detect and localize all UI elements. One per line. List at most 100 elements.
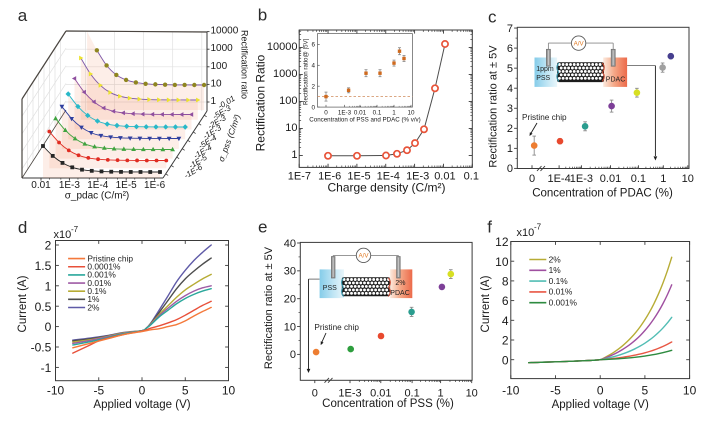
- svg-text:0.01: 0.01: [434, 171, 455, 183]
- svg-text:10: 10: [682, 173, 694, 185]
- svg-text:1E-4: 1E-4: [87, 180, 109, 191]
- svg-text:6: 6: [311, 42, 315, 49]
- svg-text:Concentration of PSS and PDAC: Concentration of PSS and PDAC (% v/v): [309, 117, 420, 124]
- svg-text:0: 0: [45, 320, 52, 334]
- svg-text:1000: 1000: [273, 68, 297, 80]
- svg-text:0.1: 0.1: [373, 110, 382, 117]
- svg-text:40: 40: [284, 238, 296, 250]
- svg-text:Rectification ratio@ |5V|: Rectification ratio@ |5V|: [303, 38, 310, 105]
- svg-text:2%: 2%: [87, 302, 100, 312]
- svg-text:A/V: A/V: [359, 253, 370, 260]
- svg-text:1E-5: 1E-5: [116, 180, 138, 191]
- svg-text:x10: x10: [54, 229, 72, 241]
- svg-text:0: 0: [290, 349, 296, 361]
- svg-text:0.01: 0.01: [31, 180, 51, 191]
- svg-text:4: 4: [507, 83, 513, 95]
- svg-text:Current (A): Current (A): [480, 275, 492, 332]
- svg-text:-7: -7: [534, 223, 542, 232]
- svg-text:0: 0: [139, 384, 146, 398]
- svg-text:1E-3: 1E-3: [59, 180, 81, 191]
- svg-text:1E-4: 1E-4: [547, 173, 570, 185]
- svg-text:Rectification Ratio: Rectification Ratio: [254, 54, 268, 151]
- svg-text:-7: -7: [71, 225, 79, 234]
- svg-text:5: 5: [182, 384, 189, 398]
- svg-text:0.001%: 0.001%: [549, 298, 578, 308]
- svg-text:12: 12: [495, 235, 509, 249]
- svg-text:e: e: [258, 217, 267, 236]
- svg-text:PSS: PSS: [323, 285, 337, 292]
- svg-text:b: b: [258, 6, 267, 25]
- svg-text:100: 100: [279, 95, 297, 107]
- svg-text:1E-5: 1E-5: [347, 171, 370, 183]
- svg-text:1.5: 1.5: [35, 259, 52, 273]
- svg-text:0.001%: 0.001%: [87, 270, 116, 280]
- svg-text:1000: 1000: [211, 43, 234, 54]
- svg-text:1: 1: [211, 96, 217, 107]
- svg-text:10: 10: [407, 110, 415, 117]
- svg-text:0: 0: [312, 388, 318, 400]
- svg-text:1: 1: [507, 143, 513, 155]
- svg-text:Rectification ratio at ± 5V: Rectification ratio at ± 5V: [263, 246, 275, 369]
- svg-text:1E-3: 1E-3: [570, 173, 593, 185]
- svg-text:10: 10: [284, 321, 296, 333]
- svg-text:2%: 2%: [549, 254, 562, 264]
- svg-text:10: 10: [466, 388, 478, 400]
- svg-text:1E-3: 1E-3: [338, 388, 361, 400]
- svg-text:10: 10: [222, 384, 236, 398]
- svg-text:Concentration of PDAC (%): Concentration of PDAC (%): [532, 188, 673, 200]
- svg-text:Pristine chip: Pristine chip: [314, 323, 359, 332]
- svg-text:3: 3: [507, 103, 513, 115]
- svg-text:0.01: 0.01: [370, 388, 391, 400]
- svg-text:0: 0: [324, 110, 328, 117]
- svg-text:0.1: 0.1: [464, 171, 479, 183]
- svg-text:Pristine chip: Pristine chip: [87, 253, 133, 263]
- svg-text:-10: -10: [47, 384, 65, 398]
- svg-text:-5: -5: [550, 384, 561, 398]
- svg-text:PSS: PSS: [536, 75, 550, 82]
- svg-text:Concentration of PSS (%): Concentration of PSS (%): [322, 398, 454, 410]
- svg-text:0.01: 0.01: [600, 173, 621, 185]
- svg-text:0.5: 0.5: [35, 300, 52, 314]
- svg-text:6: 6: [502, 294, 509, 308]
- svg-text:σ_pdac (C/m²): σ_pdac (C/m²): [65, 191, 130, 202]
- svg-text:Charge density (C/m²): Charge density (C/m²): [327, 181, 445, 195]
- svg-text:0.1%: 0.1%: [549, 276, 569, 286]
- svg-text:4: 4: [311, 63, 315, 70]
- svg-text:10: 10: [495, 255, 509, 269]
- svg-text:0.1%: 0.1%: [87, 286, 107, 296]
- svg-text:4: 4: [502, 314, 509, 328]
- svg-text:1: 1: [392, 110, 396, 117]
- svg-text:2%: 2%: [395, 280, 405, 287]
- svg-text:c: c: [488, 8, 497, 27]
- svg-text:0: 0: [529, 173, 535, 185]
- svg-text:30: 30: [284, 266, 296, 278]
- svg-text:Applied voltage (V): Applied voltage (V): [93, 399, 190, 411]
- svg-text:2: 2: [45, 239, 52, 253]
- svg-text:2: 2: [311, 83, 315, 90]
- svg-text:-1: -1: [41, 361, 52, 375]
- svg-text:1: 1: [438, 388, 444, 400]
- svg-text:-0.5: -0.5: [31, 341, 52, 355]
- svg-text:0: 0: [597, 384, 604, 398]
- svg-text:1E-6: 1E-6: [144, 180, 166, 191]
- svg-text:7: 7: [507, 23, 513, 35]
- svg-text:d: d: [18, 218, 27, 237]
- svg-text:Pristine chip: Pristine chip: [522, 113, 567, 122]
- svg-text:1E-7: 1E-7: [288, 171, 311, 183]
- svg-text:0.0001%: 0.0001%: [87, 262, 121, 272]
- svg-text:0.01%: 0.01%: [549, 287, 573, 297]
- svg-text:-10: -10: [502, 384, 520, 398]
- svg-text:1: 1: [660, 173, 666, 185]
- svg-text:5: 5: [507, 63, 513, 75]
- svg-text:1: 1: [291, 149, 297, 161]
- svg-text:0.01: 0.01: [354, 110, 367, 117]
- svg-text:6: 6: [507, 43, 513, 55]
- svg-text:-5: -5: [93, 384, 104, 398]
- svg-text:PDAC: PDAC: [390, 290, 409, 297]
- svg-text:0: 0: [311, 104, 315, 111]
- svg-text:1E-4: 1E-4: [377, 171, 400, 183]
- svg-text:Rectification ratio: Rectification ratio: [240, 30, 250, 99]
- svg-text:1E-3: 1E-3: [338, 110, 352, 117]
- svg-text:2: 2: [502, 334, 509, 348]
- svg-text:x10: x10: [517, 227, 535, 239]
